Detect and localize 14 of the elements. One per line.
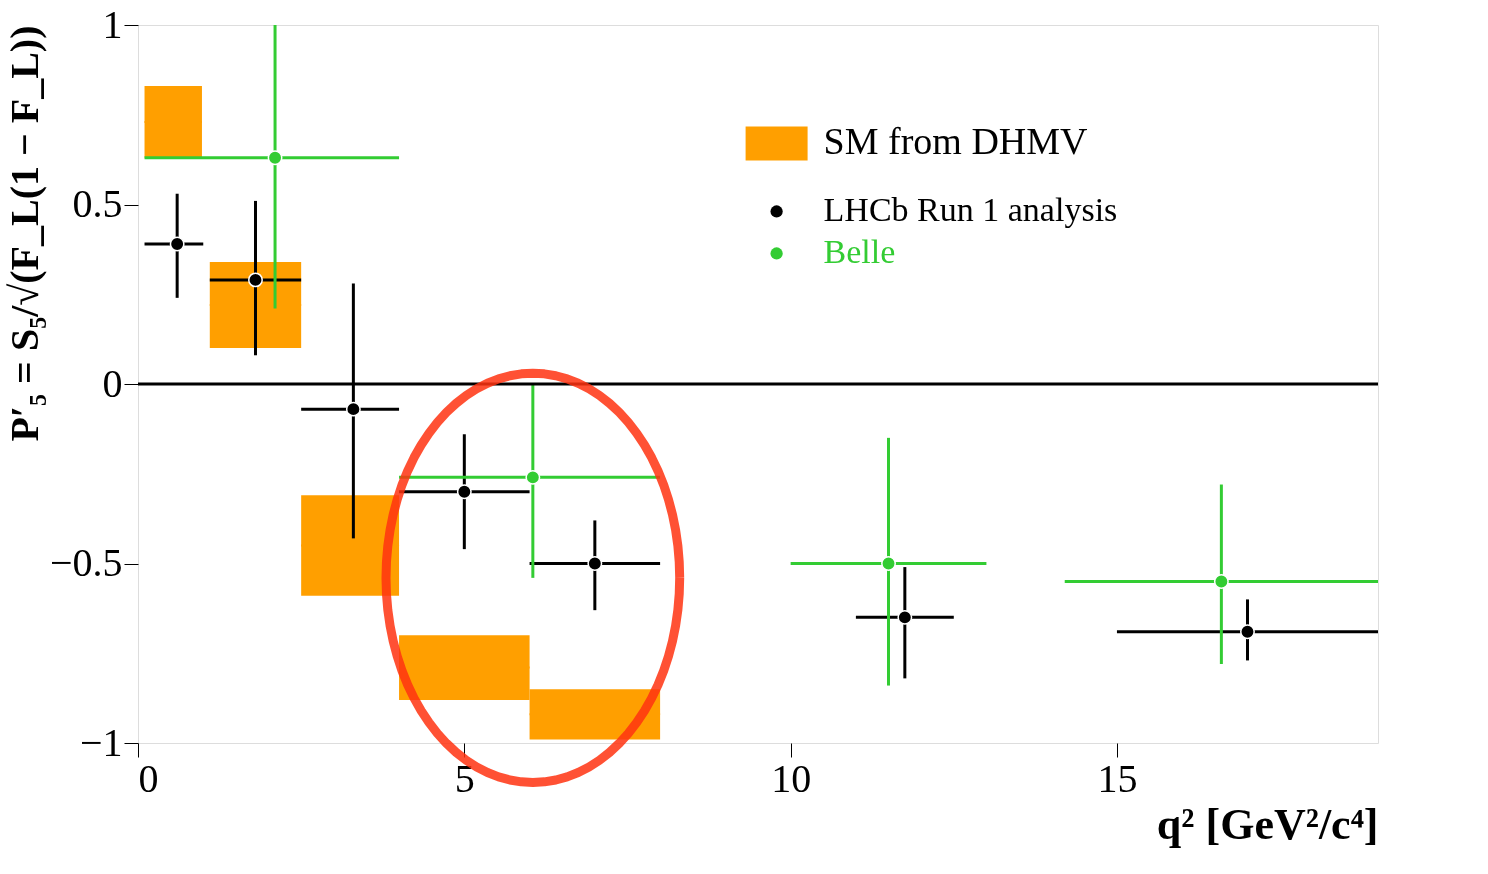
x-tick-label: 5	[454, 755, 475, 801]
x-axis-title: q² [GeV²/c⁴]	[1156, 799, 1379, 849]
legend-label: LHCb Run 1 analysis	[823, 191, 1118, 229]
y-tick-label: 0	[102, 360, 123, 406]
y-tick-label: 0.5	[72, 181, 123, 226]
x-tick-label: 10	[771, 755, 812, 801]
y-tick-label: −0.5	[49, 540, 123, 585]
legend-label: SM from DHMV	[823, 120, 1089, 163]
legend-label: Belle	[823, 233, 896, 271]
y-axis-title: P′₅ = S₅/√(F_L(1 − F_L))	[1, 25, 47, 442]
x-tick-label: 0	[138, 755, 159, 801]
y-tick-label: 1	[102, 1, 123, 47]
x-tick-label: 15	[1097, 755, 1138, 801]
y-tick-label: −1	[79, 719, 123, 765]
